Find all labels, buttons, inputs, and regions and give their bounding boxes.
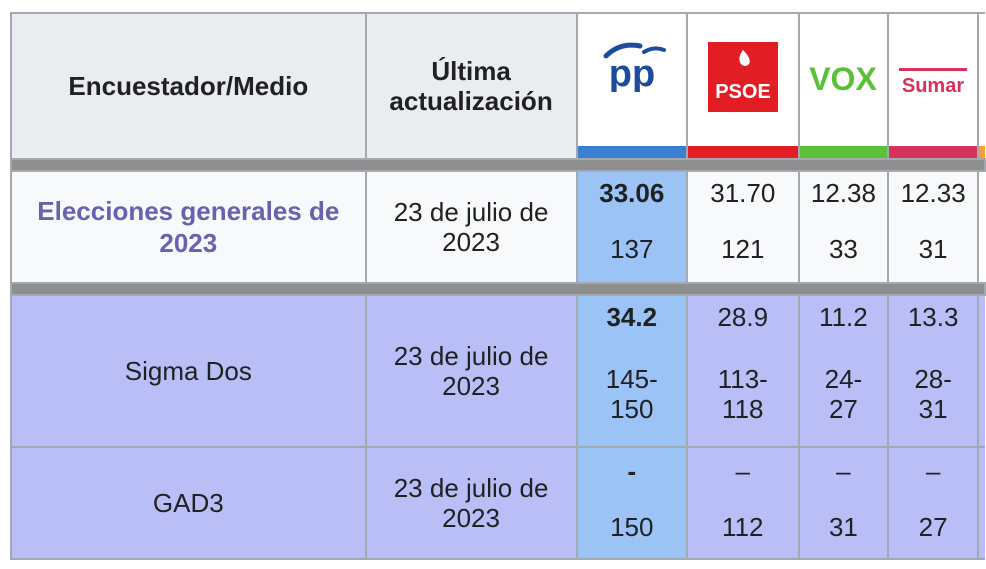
party-color-bar-sumar xyxy=(890,146,977,157)
row-name-link[interactable]: Elecciones generales de 2023 xyxy=(37,196,340,258)
party-header-pp[interactable]: pp xyxy=(575,12,689,160)
row-name[interactable]: Elecciones generales de 2023 xyxy=(10,170,367,284)
table-row-poll: GAD3 23 de julio de 2023 - 150 – 112 – 31 –… xyxy=(10,446,985,560)
seats-value: 112 xyxy=(722,512,764,542)
row-name: GAD3 xyxy=(10,446,367,560)
seats-value: 33 xyxy=(828,234,858,264)
row-date-text: 23 de julio de 2023 xyxy=(393,341,549,401)
cell-sumar: 12.33 31 xyxy=(887,170,979,284)
seats-value: 121 xyxy=(721,234,765,264)
pp-logo-icon: pp xyxy=(603,42,666,92)
table-edge-column xyxy=(977,12,985,160)
separator xyxy=(10,282,986,296)
pct-value: 31.70 xyxy=(710,178,776,208)
pct-value: – xyxy=(836,456,851,486)
cell-vox: 11.2 24- 27 xyxy=(797,294,890,448)
seats-value: 145- 150 xyxy=(605,364,658,424)
col-pollster-header[interactable]: Encuestador/Medio xyxy=(10,12,367,160)
vox-logo-icon: VOX xyxy=(810,61,878,97)
seats-value: 31 xyxy=(828,512,858,542)
cell-pp: 33.06 137 xyxy=(575,170,689,284)
header-row: Encuestador/Medio Última actualización p… xyxy=(10,12,985,160)
cell-psoe: 28.9 113- 118 xyxy=(686,294,800,448)
pct-value: 11.2 xyxy=(819,302,868,332)
svg-text:PSOE: PSOE xyxy=(715,81,771,103)
row-name: Sigma Dos xyxy=(10,294,367,448)
cell-sumar: 13.3 28- 31 xyxy=(887,294,979,448)
table-row-election-result: Elecciones generales de 2023 23 de julio… xyxy=(10,170,985,284)
seats-value: 137 xyxy=(610,234,654,264)
cell-psoe: – 112 xyxy=(686,446,800,560)
psoe-logo-icon: PSOE xyxy=(707,42,778,112)
row-date-text: 23 de julio de 2023 xyxy=(393,197,549,257)
seats-value: 27 xyxy=(918,512,948,542)
table-edge-cell xyxy=(977,446,985,560)
pct-value: 28.9 xyxy=(717,302,769,332)
svg-text:VOX: VOX xyxy=(810,61,878,97)
col-updated-header[interactable]: Última actualización xyxy=(364,12,578,160)
pct-value: – xyxy=(925,456,941,486)
sumar-logo-icon: Sumar xyxy=(899,68,968,97)
row-date-text: 23 de julio de 2023 xyxy=(393,473,549,533)
svg-text:pp: pp xyxy=(609,53,655,92)
separator-row xyxy=(10,282,986,296)
seats-value: 24- 27 xyxy=(824,364,863,424)
separator-row xyxy=(10,158,986,172)
party-header-psoe[interactable]: PSOE xyxy=(686,12,800,160)
table-edge-cell xyxy=(977,294,985,448)
table-row-poll: Sigma Dos 23 de julio de 2023 34.2 145- 1… xyxy=(10,294,985,448)
pct-value: 33.06 xyxy=(599,178,665,208)
pct-value: 12.38 xyxy=(810,178,876,208)
pct-value: - xyxy=(627,456,637,486)
pct-value: 13.3 xyxy=(907,302,959,332)
cell-vox: – 31 xyxy=(797,446,890,560)
party-color-bar-pp xyxy=(578,146,686,157)
cell-vox: 12.38 33 xyxy=(797,170,890,284)
pct-value: – xyxy=(735,456,751,486)
party-header-sumar[interactable]: Sumar xyxy=(887,12,979,160)
pct-value: 12.33 xyxy=(900,178,966,208)
separator xyxy=(10,158,986,172)
cell-pp: 34.2 145- 150 xyxy=(575,294,689,448)
party-header-vox[interactable]: VOX xyxy=(797,12,890,160)
table-edge-cell xyxy=(977,170,985,284)
row-date: 23 de julio de 2023 xyxy=(364,294,578,448)
seats-value: 31 xyxy=(918,234,948,264)
poll-table: Encuestador/Medio Última actualización p… xyxy=(10,12,986,560)
pct-value: 34.2 xyxy=(606,302,658,332)
seats-value: 28- 31 xyxy=(914,364,952,424)
cell-sumar: – 27 xyxy=(887,446,979,560)
row-date: 23 de julio de 2023 xyxy=(364,446,578,560)
svg-text:Sumar: Sumar xyxy=(902,75,964,97)
row-date: 23 de julio de 2023 xyxy=(364,170,578,284)
party-color-bar-vox xyxy=(800,146,887,157)
party-color-bar-psoe xyxy=(689,146,797,157)
party-color-bar-next xyxy=(980,146,985,157)
seats-value: 150 xyxy=(610,512,654,542)
cell-psoe: 31.70 121 xyxy=(686,170,800,284)
seats-value: 113- 118 xyxy=(717,364,768,424)
cell-pp: - 150 xyxy=(575,446,689,560)
